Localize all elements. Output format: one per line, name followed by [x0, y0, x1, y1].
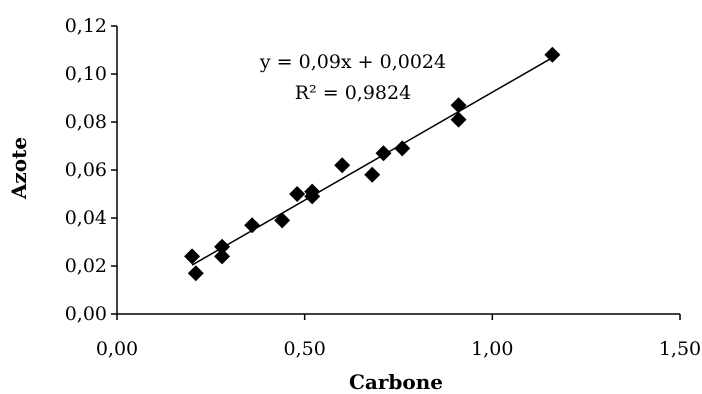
y-tick-label: 0,00	[65, 303, 107, 325]
x-tick-label: 1,00	[471, 338, 513, 360]
data-points	[184, 46, 561, 282]
data-point	[450, 97, 467, 114]
y-tick-label: 0,10	[65, 63, 107, 85]
y-tick-label: 0,08	[65, 111, 107, 133]
data-point	[187, 265, 204, 282]
ticks: 0,00 0,02 0,04 0,06 0,08 0,10 0,12 0,00 0,50 1,00…	[65, 15, 701, 360]
y-tick-label: 0,02	[65, 255, 107, 277]
trendline-equation: y = 0,09x + 0,0024	[259, 51, 446, 73]
data-point	[244, 217, 261, 234]
y-axis-title: Azote	[7, 137, 31, 200]
data-point	[184, 248, 201, 265]
data-point	[394, 140, 411, 157]
x-tick-label: 0,00	[96, 338, 138, 360]
data-point	[214, 238, 231, 255]
data-point	[450, 111, 467, 128]
data-point	[289, 186, 306, 202]
x-axis-title: Carbone	[349, 370, 443, 394]
data-point	[304, 188, 321, 205]
data-point	[334, 157, 351, 174]
data-point	[364, 166, 381, 183]
data-point	[544, 46, 561, 63]
y-tick-label: 0,06	[65, 159, 107, 181]
trendline-r2: R² = 0,9824	[295, 82, 411, 104]
y-tick-label: 0,04	[65, 207, 107, 229]
data-point	[375, 145, 392, 162]
data-point	[214, 248, 231, 265]
y-tick-label: 0,12	[65, 15, 107, 37]
x-tick-label: 0,50	[284, 338, 326, 360]
x-tick-label: 1,50	[659, 338, 701, 360]
data-point	[274, 212, 291, 229]
